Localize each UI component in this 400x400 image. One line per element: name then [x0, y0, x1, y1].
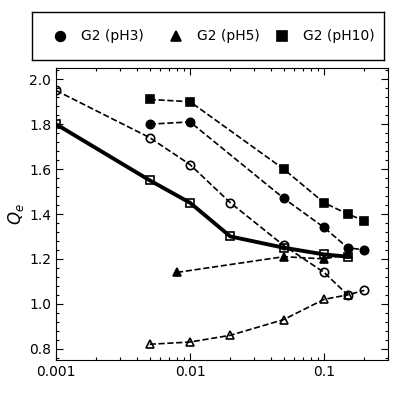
Text: G2 (pH10): G2 (pH10)	[303, 29, 375, 43]
Text: G2 (pH5): G2 (pH5)	[198, 29, 260, 43]
Text: G2 (pH3): G2 (pH3)	[81, 29, 144, 43]
Y-axis label: $Q_e$: $Q_e$	[6, 203, 26, 225]
